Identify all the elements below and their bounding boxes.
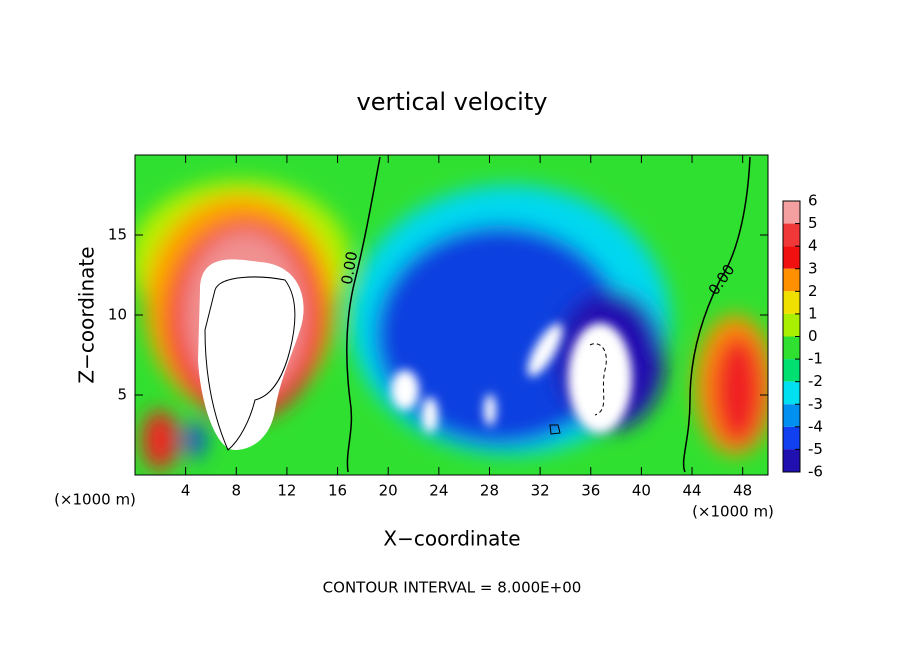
- colorbar-label: -6: [808, 463, 823, 481]
- x-tick-label: 28: [480, 482, 499, 500]
- colorbar-band: [783, 246, 800, 269]
- colorbar-label: -5: [808, 440, 823, 458]
- x-tick-label: 16: [328, 482, 347, 500]
- x-tick-label: 48: [733, 482, 752, 500]
- x-tick-label: 20: [379, 482, 398, 500]
- colorbar-label: 1: [808, 304, 818, 322]
- field: [135, 155, 768, 475]
- colorbar-label: -3: [808, 395, 823, 413]
- colorbar-band: [783, 201, 800, 224]
- y-tick-label: 5: [117, 386, 127, 404]
- x-tick-label: 36: [581, 482, 600, 500]
- colorbar-band: [783, 291, 800, 314]
- colorbar-label: -1: [808, 350, 823, 368]
- footer: CONTOUR INTERVAL = 8.000E+00: [323, 579, 582, 597]
- y-tick-label: 10: [108, 306, 127, 324]
- colorbar-band: [783, 313, 800, 337]
- colorbar-band: [783, 426, 800, 450]
- colorbar-band: [783, 336, 800, 360]
- x-tick-label: 24: [429, 482, 448, 500]
- colorbar-label: 4: [808, 237, 818, 255]
- colorbar-label: 2: [808, 282, 818, 300]
- chart-title: vertical velocity: [357, 88, 548, 116]
- y-axis-label: Z−coordinate: [75, 246, 99, 383]
- colorbar-label: 0: [808, 327, 818, 345]
- x-tick-label: 12: [277, 482, 296, 500]
- x-tick-label: 8: [232, 482, 242, 500]
- colorbar-band: [783, 404, 800, 427]
- colorbar-band: [783, 449, 800, 472]
- colorbar-label: -4: [808, 417, 823, 435]
- colorbar-band: [783, 268, 800, 292]
- colorbar-label: 6: [808, 192, 818, 210]
- x-tick-label: 4: [181, 482, 191, 500]
- colorbar-band: [783, 381, 800, 405]
- x-axis-label: X−coordinate: [383, 527, 520, 551]
- x-unit-label: (×1000 m): [692, 503, 774, 521]
- colorbar-label: -2: [808, 372, 823, 390]
- y-tick-label: 15: [108, 226, 127, 244]
- x-tick-label: 40: [632, 482, 651, 500]
- colorbar-band: [783, 223, 800, 247]
- colorbar-band: [783, 359, 800, 382]
- x-tick-label: 32: [531, 482, 550, 500]
- colorbar-label: 3: [808, 259, 818, 277]
- contour-label: 0.00: [338, 250, 362, 286]
- x-tick-label: 44: [682, 482, 701, 500]
- x-unit-label: (×1000 m): [54, 491, 136, 509]
- colorbar-label: 5: [808, 214, 818, 232]
